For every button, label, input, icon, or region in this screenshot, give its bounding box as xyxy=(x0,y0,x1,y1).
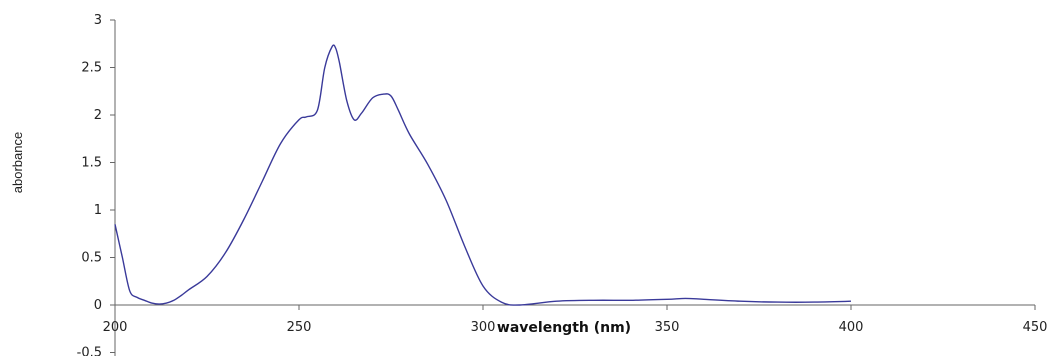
y-tick-label: 0.5 xyxy=(81,251,102,266)
y-axis-title: aborbance xyxy=(10,132,25,193)
x-tick-label: 200 xyxy=(103,320,128,335)
x-axis-title: wavelength (nm) xyxy=(497,320,631,336)
y-tick-label: 1.5 xyxy=(81,156,102,171)
y-tick-label: 3 xyxy=(94,13,102,28)
x-tick-label: 250 xyxy=(287,320,312,335)
x-tick-label: 350 xyxy=(655,320,680,335)
series-line-0 xyxy=(114,44,852,306)
y-tick-label: 2.5 xyxy=(81,61,102,76)
y-tick-label: -0.5 xyxy=(77,346,102,356)
series-group xyxy=(114,44,852,306)
x-tick-label: 300 xyxy=(471,320,496,335)
y-tick-label: 1 xyxy=(94,203,102,218)
x-tick-label: 450 xyxy=(1023,320,1048,335)
y-axis-ticks: -0.5 0 0.5 1 1.5 2 2.5 3 xyxy=(77,13,115,356)
x-axis-ticks: 200 250 300 350 400 450 xyxy=(103,305,1048,335)
x-tick-label: 400 xyxy=(839,320,864,335)
y-tick-label: 0 xyxy=(94,298,102,313)
y-tick-label: 2 xyxy=(94,108,102,123)
